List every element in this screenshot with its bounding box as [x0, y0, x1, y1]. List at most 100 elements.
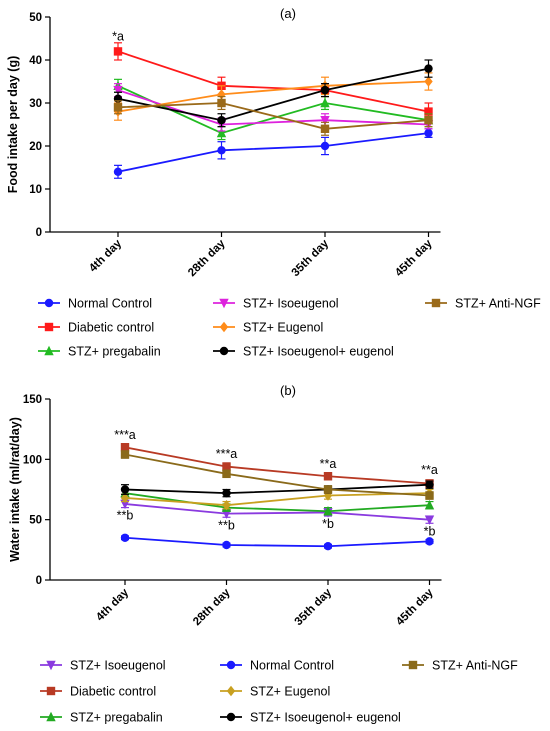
data-point	[120, 492, 130, 504]
x-tick-label: 45th day	[394, 586, 436, 628]
legend-item: Normal Control	[38, 297, 152, 311]
series-line	[124, 536, 430, 548]
axes: 0 10 20 30 40 50 4th day 28th day 35th day 45th d…	[29, 12, 441, 279]
panel-label: (a)	[280, 6, 296, 21]
legend-marker	[44, 322, 54, 332]
series-line	[117, 84, 429, 135]
data-point	[424, 76, 433, 87]
data-point	[424, 107, 433, 116]
x-tick-label: 4th day	[94, 586, 131, 623]
significance-label: **b	[117, 509, 134, 523]
y-tick-label: 150	[23, 394, 42, 406]
legend-marker	[219, 346, 229, 356]
data-point	[323, 485, 333, 494]
legend-item: STZ+ Isoeugenol	[40, 659, 166, 673]
series-line	[117, 67, 429, 122]
legend-label: STZ+ Eugenol	[243, 321, 323, 335]
x-tick-label: 45th day	[393, 237, 435, 279]
legend-item: STZ+ pregabalin	[38, 345, 161, 359]
series-line	[124, 483, 430, 495]
legend-label: STZ+ Isoeugenol+ eugenol	[243, 345, 394, 359]
series-normal-control	[113, 128, 433, 179]
y-axis-title: Water intake (ml/rat/day)	[8, 417, 22, 562]
series-line	[124, 446, 430, 485]
legend-item: STZ+ pregabalin	[40, 711, 163, 725]
data-point	[120, 533, 130, 542]
data-point	[424, 64, 433, 73]
series-line	[124, 503, 430, 521]
y-tick-label: 100	[23, 454, 42, 466]
series-normal-control	[120, 533, 434, 551]
data-point	[424, 499, 435, 510]
significance-label: **a	[320, 457, 337, 471]
y-tick-label: 0	[36, 227, 42, 239]
data-point	[120, 443, 130, 452]
data-point	[323, 506, 333, 516]
legend-label: STZ+ Eugenol	[250, 685, 330, 699]
legend-label: STZ+ pregabalin	[68, 345, 161, 359]
legend-item: STZ+ Isoeugenol	[213, 297, 339, 311]
data-point	[217, 89, 226, 100]
data-point	[425, 537, 434, 546]
legend-marker	[226, 712, 236, 722]
legend-label: STZ+ pregabalin	[70, 711, 163, 725]
y-axis-title: Food intake per day (g)	[6, 56, 20, 194]
y-tick-label: 40	[29, 55, 42, 67]
legend-label: STZ+ Isoeugenol+ eugenol	[250, 711, 401, 725]
data-point	[222, 540, 231, 550]
legend-label: STZ+ Anti-NGF	[432, 659, 518, 673]
data-point	[323, 472, 333, 481]
data-point	[216, 127, 227, 138]
data-point	[320, 85, 330, 95]
data-point	[217, 98, 226, 108]
x-tick-label: 4th day	[87, 237, 124, 274]
legend-marker	[46, 686, 56, 696]
legend-item: Diabetic control	[38, 321, 154, 335]
y-tick-label: 30	[29, 98, 42, 110]
series-line	[117, 80, 429, 113]
y-tick-label: 20	[29, 141, 42, 153]
legend-marker	[408, 660, 418, 670]
series-line	[124, 453, 430, 497]
data-point	[424, 128, 433, 138]
significance-label: **b	[218, 518, 235, 532]
legend-item: STZ+ Isoeugenol+ eugenol	[220, 711, 401, 725]
series-line	[117, 89, 429, 126]
legend: Normal Control Diabetic control STZ+ prega…	[38, 297, 541, 359]
legend-marker	[46, 660, 56, 671]
legend-label: Normal Control	[68, 297, 152, 311]
legend-label: STZ+ Isoeugenol	[243, 297, 339, 311]
legend-item: STZ+ Isoeugenol+ eugenol	[213, 345, 394, 359]
legend-item: Normal Control	[220, 659, 334, 673]
legend-marker	[431, 298, 441, 308]
data-point	[320, 116, 330, 126]
significance-label: ***a	[216, 447, 238, 461]
series-line	[117, 102, 429, 130]
data-point	[120, 485, 130, 494]
series-line	[117, 50, 429, 113]
series-stz-anti-ngf	[113, 95, 433, 136]
legend-label: Normal Control	[250, 659, 334, 673]
y-tick-label: 0	[36, 575, 42, 587]
x-tick-label: 35th day	[290, 237, 332, 279]
legend-marker	[219, 321, 229, 333]
water-intake-chart: (b) 0 50 100 150 4th day 28th day 35th day 45th …	[8, 383, 518, 725]
legend-label: STZ+ Anti-NGF	[455, 297, 541, 311]
series-line	[117, 132, 429, 173]
data-point	[113, 85, 123, 96]
legend-item: STZ+ Anti-NGF	[402, 659, 518, 673]
data-point	[424, 515, 435, 525]
legend-item: Diabetic control	[40, 685, 156, 699]
axes: 0 50 100 150 4th day 28th day 35th day 45th day	[23, 394, 442, 628]
legend-item: STZ+ Anti-NGF	[425, 297, 541, 311]
data-point	[320, 97, 330, 108]
data-point	[217, 116, 226, 125]
legend-item: STZ+ Eugenol	[213, 321, 323, 335]
legend-marker	[219, 298, 229, 309]
data-point	[425, 491, 434, 500]
x-tick-label: 28th day	[186, 237, 228, 279]
data-point	[222, 469, 231, 479]
data-point	[323, 542, 333, 551]
legend-marker	[44, 345, 54, 356]
